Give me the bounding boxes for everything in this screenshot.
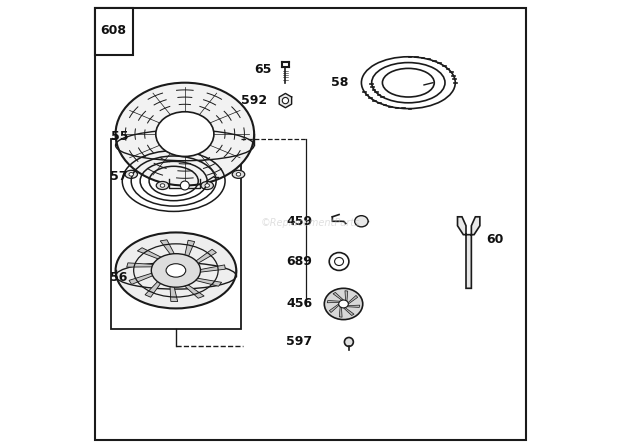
Ellipse shape [201,181,213,190]
Text: 608: 608 [100,24,126,37]
Text: ©ReplacementParts: ©ReplacementParts [260,219,360,228]
Text: 65: 65 [255,63,272,76]
Text: 689: 689 [286,255,312,268]
Ellipse shape [205,184,210,187]
Text: 60: 60 [487,232,504,246]
Ellipse shape [115,232,236,308]
Ellipse shape [160,184,165,187]
Text: 459: 459 [286,215,312,228]
Polygon shape [174,277,204,298]
Polygon shape [169,275,178,302]
Polygon shape [327,300,340,303]
Polygon shape [160,240,180,264]
Circle shape [282,97,288,104]
Ellipse shape [355,215,368,227]
Polygon shape [348,295,358,304]
Circle shape [180,181,189,190]
Polygon shape [129,269,166,284]
Ellipse shape [345,337,353,346]
Polygon shape [180,276,221,286]
Polygon shape [339,307,342,317]
Polygon shape [347,305,360,308]
Text: 597: 597 [286,335,312,349]
Ellipse shape [236,173,241,176]
Ellipse shape [166,264,186,277]
Ellipse shape [129,173,133,176]
Text: 58: 58 [330,76,348,89]
Ellipse shape [125,170,138,178]
Ellipse shape [232,170,245,178]
Text: 55: 55 [111,130,129,143]
Ellipse shape [151,254,200,287]
Bar [94,8,133,55]
Bar [111,139,241,329]
Polygon shape [184,265,225,274]
Ellipse shape [115,83,254,186]
Ellipse shape [156,112,214,156]
Ellipse shape [324,288,363,320]
Text: 592: 592 [241,94,268,107]
Polygon shape [333,292,343,300]
Text: 57: 57 [110,170,128,183]
Polygon shape [329,304,339,312]
Polygon shape [343,308,354,316]
Polygon shape [458,217,480,288]
Polygon shape [145,272,167,297]
Polygon shape [279,93,291,108]
Ellipse shape [156,181,169,190]
Polygon shape [126,263,169,267]
Text: 56: 56 [110,270,127,284]
Ellipse shape [339,300,348,308]
Polygon shape [185,249,216,270]
Polygon shape [182,240,195,267]
Polygon shape [345,291,348,301]
Polygon shape [138,248,174,264]
Text: 456: 456 [286,297,312,311]
